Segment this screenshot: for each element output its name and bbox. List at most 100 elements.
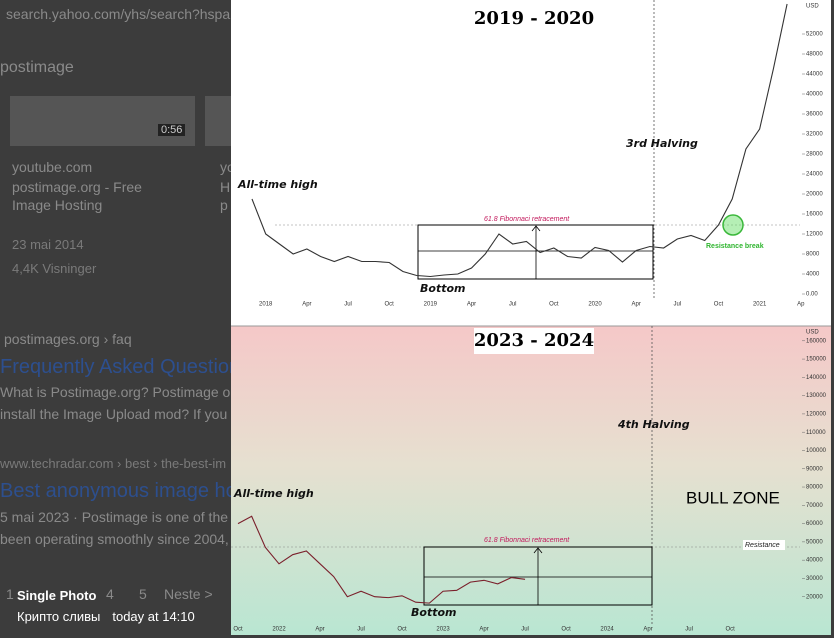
- price-line: [237, 515, 526, 604]
- y-tick-label: 100000: [806, 448, 827, 454]
- annotation: All-time high: [237, 178, 318, 191]
- result-title[interactable]: Best anonymous image ho: [0, 480, 237, 502]
- video-source: youtube.com: [12, 159, 93, 175]
- y-tick-label: 90000: [806, 466, 823, 472]
- page-link[interactable]: 4: [106, 586, 114, 602]
- x-tick-label: Jul: [344, 302, 352, 308]
- breakout-marker: [722, 214, 744, 236]
- arrow-head: [533, 547, 543, 554]
- x-tick-label: Oct: [725, 627, 735, 633]
- page-link[interactable]: 1: [6, 586, 14, 602]
- y-tick-label: 60000: [806, 521, 823, 527]
- y-tick-label: 0.00: [806, 292, 818, 298]
- y-tick-label: 50000: [806, 539, 823, 545]
- result-source: www.techradar.com › best › the-best-im: [0, 456, 227, 471]
- next-link[interactable]: Neste >: [164, 586, 213, 602]
- x-tick-label: Jul: [521, 627, 529, 633]
- annotation: 61.8 Fibonnaci retracement: [484, 537, 570, 544]
- annotation: 61.8 Fibonnaci retracement: [484, 216, 570, 223]
- chart-panel: USD 20000 30000 40000 50000 60000 70000 80000 90…: [231, 326, 827, 633]
- annotation: 3rd Halving: [626, 137, 698, 150]
- annotation: BULL ZONE: [686, 488, 780, 507]
- x-tick-label: 2018: [259, 302, 273, 308]
- x-tick-label: Oct: [397, 627, 407, 633]
- result-snippet: 5 mai 2023 · Postimage is one of the: [0, 509, 229, 525]
- x-tick-label: Apr: [467, 302, 476, 308]
- viewer-author: Крипто сливы today at 14:10: [17, 609, 195, 624]
- panel-bg: [231, 326, 831, 635]
- price-line: [251, 3, 788, 278]
- x-tick-label: Apr: [643, 627, 652, 633]
- annotation: Bottom: [411, 606, 456, 619]
- x-tick-label: 2022: [272, 627, 286, 633]
- video-duration: 0:56: [158, 124, 186, 136]
- title-bg: [474, 328, 594, 354]
- x-tick-label: Jul: [673, 302, 681, 308]
- x-tick-label: Jul: [509, 302, 517, 308]
- x-tick-label: Oct: [549, 302, 559, 308]
- thumbnail[interactable]: [10, 96, 195, 146]
- y-tick-label: 160000: [806, 338, 827, 344]
- x-tick-label: 2021: [753, 302, 767, 308]
- y-tick-label: 30000: [806, 576, 823, 582]
- y-tick-label: 120000: [806, 411, 827, 417]
- y-tick-label: 48000: [806, 52, 823, 58]
- video-title[interactable]: H: [220, 179, 231, 195]
- post-time: today at 14:10: [112, 609, 195, 624]
- axis-unit: USD: [806, 330, 819, 336]
- viewer-title: Single Photo: [17, 588, 97, 603]
- x-tick-label: Jul: [685, 627, 693, 633]
- axis-unit: USD: [806, 4, 819, 10]
- thumbnail[interactable]: [205, 96, 231, 146]
- result-snippet: install the Image Upload mod? If you v: [0, 406, 239, 422]
- y-tick-label: 12000: [806, 232, 823, 238]
- y-tick-label: 110000: [806, 430, 826, 436]
- x-tick-label: Oct: [233, 627, 243, 633]
- site-title: postimage: [0, 59, 74, 76]
- annotation: Resistance break: [706, 243, 764, 250]
- result-source: postimages.org › faq: [4, 331, 132, 347]
- video-date: 23 mai 2014: [12, 237, 84, 252]
- x-tick-label: 2024: [600, 627, 614, 633]
- y-tick-label: 140000: [806, 375, 827, 381]
- panel-title: 2023 - 2024: [474, 330, 594, 351]
- annotation: Bottom: [420, 282, 465, 295]
- y-tick-label: 36000: [806, 112, 823, 118]
- fib-box: [417, 224, 654, 280]
- x-tick-label: Oct: [714, 302, 724, 308]
- y-tick-label: 20000: [806, 192, 823, 198]
- result-title[interactable]: Frequently Asked Question: [0, 356, 241, 378]
- x-tick-label: Apr: [315, 627, 324, 633]
- y-tick-label: 70000: [806, 503, 823, 509]
- x-tick-label: Apr: [631, 302, 640, 308]
- x-tick-label: 2023: [436, 627, 450, 633]
- y-tick-label: 44000: [806, 72, 823, 78]
- page-link[interactable]: 5: [139, 586, 147, 602]
- x-tick-label: Oct: [561, 627, 571, 633]
- y-tick-label: 32000: [806, 132, 823, 138]
- video-title[interactable]: Image Hosting: [12, 197, 103, 213]
- panel-title: 2019 - 2020: [474, 8, 594, 29]
- y-tick-label: 40000: [806, 92, 823, 98]
- y-tick-label: 4000: [806, 272, 820, 278]
- video-title[interactable]: p: [220, 197, 228, 213]
- chart-panel: USD 0.00 4000 8000 12000 16000 20000 24000 28000…: [237, 0, 823, 308]
- annotation: All-time high: [233, 487, 314, 500]
- y-tick-label: 16000: [806, 212, 823, 218]
- panel-bg: [231, 0, 831, 326]
- x-tick-label: 2020: [588, 302, 602, 308]
- y-tick-label: 28000: [806, 152, 823, 158]
- y-tick-label: 130000: [806, 393, 827, 399]
- annotation: 4th Halving: [617, 418, 690, 431]
- y-tick-label: 8000: [806, 252, 820, 258]
- result-snippet: What is Postimage.org? Postimage or: [0, 384, 235, 400]
- y-tick-label: 24000: [806, 172, 823, 178]
- y-tick-label: 52000: [806, 32, 823, 38]
- y-tick-label: 40000: [806, 558, 823, 564]
- arrow-head: [531, 225, 541, 232]
- url: search.yahoo.com/yhs/search?hspart: [6, 6, 239, 22]
- video-title[interactable]: postimage.org - Free: [12, 179, 142, 195]
- title-bg: [474, 6, 594, 32]
